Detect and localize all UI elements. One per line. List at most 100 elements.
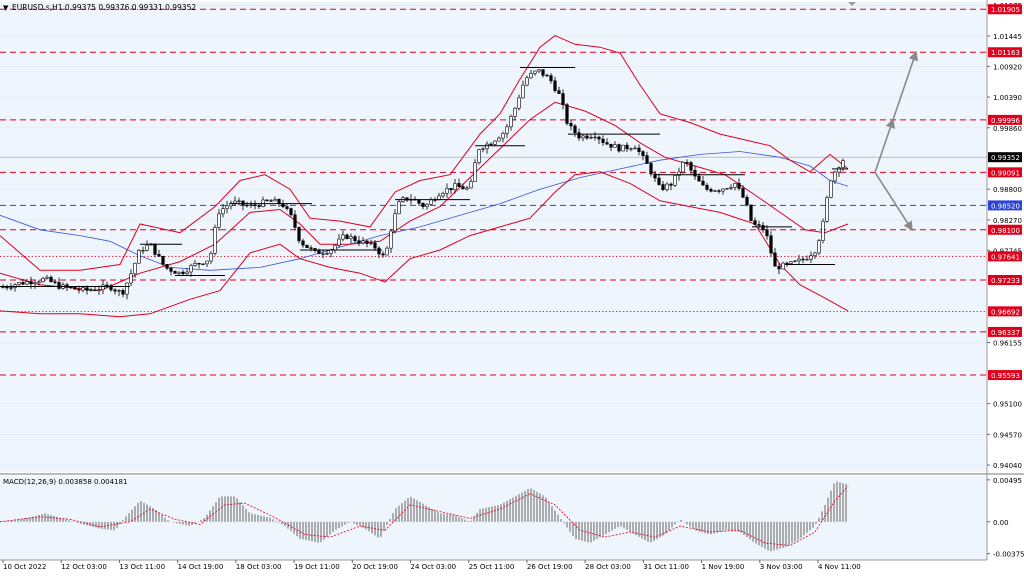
macd-pane-background[interactable] xyxy=(0,476,987,560)
candle xyxy=(289,207,293,217)
price-tick-label: 0.97745 xyxy=(993,247,1022,255)
candle xyxy=(101,280,105,295)
candle xyxy=(709,187,713,193)
candle xyxy=(781,261,785,270)
level-price-label: 0.98520 xyxy=(991,202,1020,210)
candle xyxy=(837,166,841,177)
bollinger-middle xyxy=(0,101,849,292)
candle xyxy=(737,178,741,191)
candle xyxy=(665,182,669,192)
candle xyxy=(173,270,177,274)
candle xyxy=(393,208,397,234)
macd-tick-label: -0.003755 xyxy=(993,551,1024,559)
candle xyxy=(49,275,53,283)
candle xyxy=(833,170,837,184)
candle xyxy=(325,250,329,256)
candle xyxy=(113,287,117,295)
candle xyxy=(249,200,253,209)
forecast-arrows xyxy=(874,50,918,232)
collapse-triangle-icon[interactable]: ▼ xyxy=(3,4,9,12)
level-price-tag xyxy=(988,47,1022,58)
candle xyxy=(145,240,149,252)
forecast-arrow[interactable] xyxy=(892,50,918,121)
macd-header: MACD(12,26,9) 0.003858 0.004181 xyxy=(3,478,127,486)
candle xyxy=(653,170,657,183)
candle xyxy=(421,202,425,210)
candle xyxy=(629,147,633,152)
candle xyxy=(441,191,445,199)
candle xyxy=(729,184,733,191)
level-price-tag xyxy=(988,114,1022,125)
candle xyxy=(377,246,381,259)
candle xyxy=(805,255,809,261)
level-price-tag xyxy=(988,251,1022,262)
candle xyxy=(157,249,161,257)
level-price-label: 1.01163 xyxy=(991,49,1020,57)
candle xyxy=(105,281,109,289)
candle xyxy=(625,142,629,153)
time-tick-label: 18 Oct 03:00 xyxy=(236,563,282,571)
candle xyxy=(517,94,521,111)
candle xyxy=(597,135,601,145)
candle xyxy=(41,276,45,283)
candle xyxy=(301,238,305,248)
candle xyxy=(229,200,233,210)
candle xyxy=(445,183,449,198)
candle xyxy=(297,226,301,244)
time-tick-label: 10 Oct 2022 xyxy=(3,563,46,571)
level-price-label: 0.99996 xyxy=(991,117,1020,125)
candle xyxy=(45,274,49,280)
candle xyxy=(669,182,673,191)
level-price-tag xyxy=(988,224,1022,235)
candle xyxy=(397,199,401,215)
candle xyxy=(593,131,597,141)
candle xyxy=(525,75,529,87)
candle xyxy=(317,248,321,255)
candle xyxy=(25,279,29,286)
candle xyxy=(169,266,173,276)
candle xyxy=(365,240,369,248)
candle xyxy=(505,124,509,138)
price-tick-label: 0.98800 xyxy=(993,186,1022,194)
candle xyxy=(509,114,513,131)
candle xyxy=(817,239,821,256)
candle xyxy=(601,135,605,146)
candle xyxy=(465,185,469,191)
macd-tick-label: 0.00495 xyxy=(993,477,1022,485)
candle xyxy=(165,264,169,271)
candle xyxy=(529,69,533,79)
candle xyxy=(565,103,569,126)
candle xyxy=(773,247,777,267)
candle xyxy=(541,69,545,78)
price-pane-background[interactable] xyxy=(0,2,987,472)
price-tick-label: 1.01445 xyxy=(993,33,1022,41)
candle xyxy=(453,178,457,194)
current-price-tag xyxy=(988,152,1022,163)
candle xyxy=(97,285,101,295)
candle xyxy=(285,203,289,211)
candle xyxy=(389,229,393,253)
level-price-tag xyxy=(988,306,1022,317)
candle xyxy=(513,106,517,121)
candle xyxy=(137,248,141,264)
candle xyxy=(605,138,609,145)
candle xyxy=(685,159,689,167)
price-tick-label: 1.00920 xyxy=(993,63,1022,71)
forecast-arrow[interactable] xyxy=(874,118,895,173)
candle xyxy=(349,233,353,244)
candle xyxy=(245,201,249,208)
candle xyxy=(73,286,77,290)
bollinger-bands xyxy=(0,35,849,318)
level-price-label: 0.99091 xyxy=(991,169,1020,177)
forecast-arrow[interactable] xyxy=(874,171,913,232)
scroll-marker-icon[interactable] xyxy=(848,2,856,6)
level-price-tag xyxy=(988,4,1022,15)
candle xyxy=(777,262,781,275)
level-price-tag xyxy=(988,200,1022,211)
candle xyxy=(793,260,797,263)
level-price-tag xyxy=(988,326,1022,337)
candle xyxy=(469,178,473,189)
candle xyxy=(821,218,825,244)
